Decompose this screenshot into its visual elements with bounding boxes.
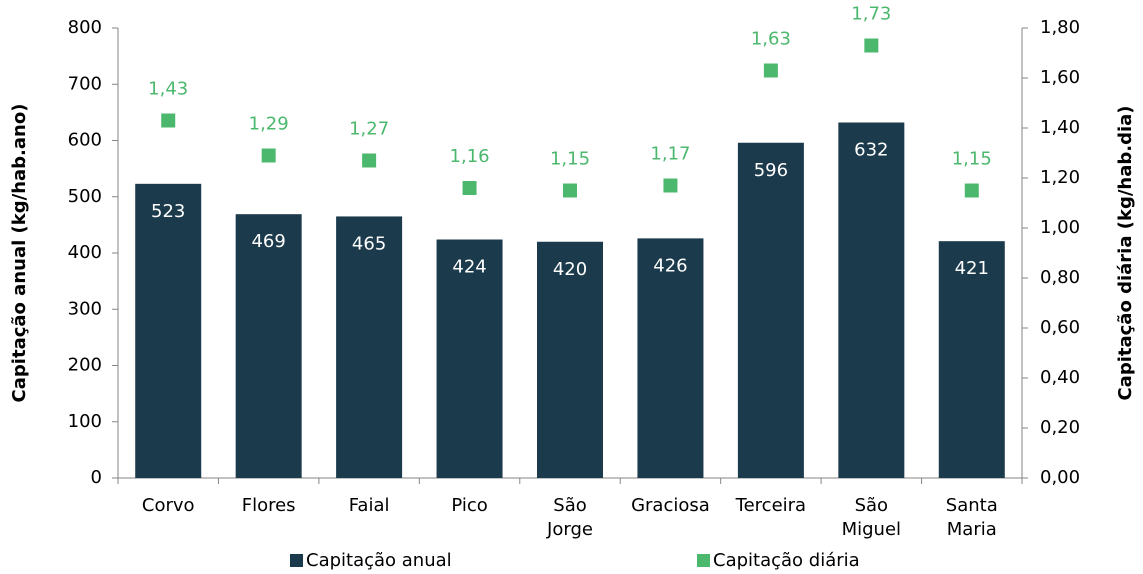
y2-tick-label: 1,60 [1040,67,1080,88]
y2-tick-label: 0,00 [1040,467,1080,488]
marker [161,113,176,128]
y-tick-label: 800 [68,17,102,38]
bar-value-label: 465 [352,233,386,254]
marker-value-label: 1,27 [349,119,389,140]
marker [964,183,979,198]
bar-value-label: 424 [452,257,486,278]
bar [838,122,905,478]
marker-value-label: 1,43 [148,79,188,100]
y2-tick-label: 1,00 [1040,217,1080,238]
marker-value-label: 1,17 [650,144,690,165]
y2-tick-label: 0,60 [1040,317,1080,338]
legend-swatch [290,554,303,567]
marker-value-label: 1,29 [249,114,289,135]
bar [737,142,804,478]
bar [637,238,704,478]
marker [763,63,778,78]
x-tick-label: Pico [451,495,488,516]
marker [563,183,577,198]
x-tick-label: São Miguel [841,495,902,540]
y-tick-label: 400 [68,242,102,263]
bar [938,241,1005,478]
legend-label: Capitação anual [306,550,452,571]
y-tick-label: 700 [68,73,102,94]
x-tick-label: Santa Maria [945,495,998,540]
x-tick-label: Graciosa [631,495,710,516]
marker [362,153,377,168]
marker-value-label: 1,63 [751,29,791,50]
marker-value-label: 1,15 [952,149,992,170]
marker [864,38,879,53]
bar [436,239,503,478]
y2-tick-label: 1,80 [1040,17,1080,38]
y2-tick-label: 0,20 [1040,417,1080,438]
legend-swatch [697,554,710,567]
bar [135,183,202,478]
marker [261,148,276,163]
y-axis-title: Capitação anual (kg/hab.ano) [9,104,30,403]
y-tick-label: 300 [68,298,102,319]
marker [663,178,678,193]
y2-axis-title: Capitação diária (kg/hab.dia) [1115,105,1136,400]
marker-value-label: 1,73 [851,4,891,25]
y2-tick-label: 1,20 [1040,167,1080,188]
bar-value-label: 632 [854,140,888,161]
bar-value-label: 596 [754,160,788,181]
bar-value-label: 421 [955,258,989,279]
y-tick-label: 500 [68,186,102,207]
y-tick-label: 0 [91,467,102,488]
x-tick-label: Corvo [141,495,195,516]
marker-value-label: 1,15 [550,149,590,170]
x-tick-label: Faial [348,495,390,516]
y-tick-label: 200 [68,355,102,376]
bar-value-label: 523 [151,201,185,222]
y-tick-label: 600 [68,130,102,151]
marker-value-label: 1,16 [450,146,490,167]
bar [336,216,403,478]
bar [235,214,302,478]
y2-tick-label: 0,40 [1040,367,1080,388]
bar-value-label: 469 [251,231,285,252]
bar-value-label: 420 [553,259,587,280]
bar [537,241,603,478]
y2-tick-label: 1,40 [1040,117,1080,138]
x-tick-label: Terceira [735,495,807,516]
bar-value-label: 426 [653,255,687,276]
legend-label: Capitação diária [713,550,860,571]
y2-tick-label: 0,80 [1040,267,1080,288]
y-tick-label: 100 [68,411,102,432]
marker [462,181,477,195]
x-tick-label: Flores [241,495,296,516]
x-tick-label: São Jorge [547,495,593,540]
